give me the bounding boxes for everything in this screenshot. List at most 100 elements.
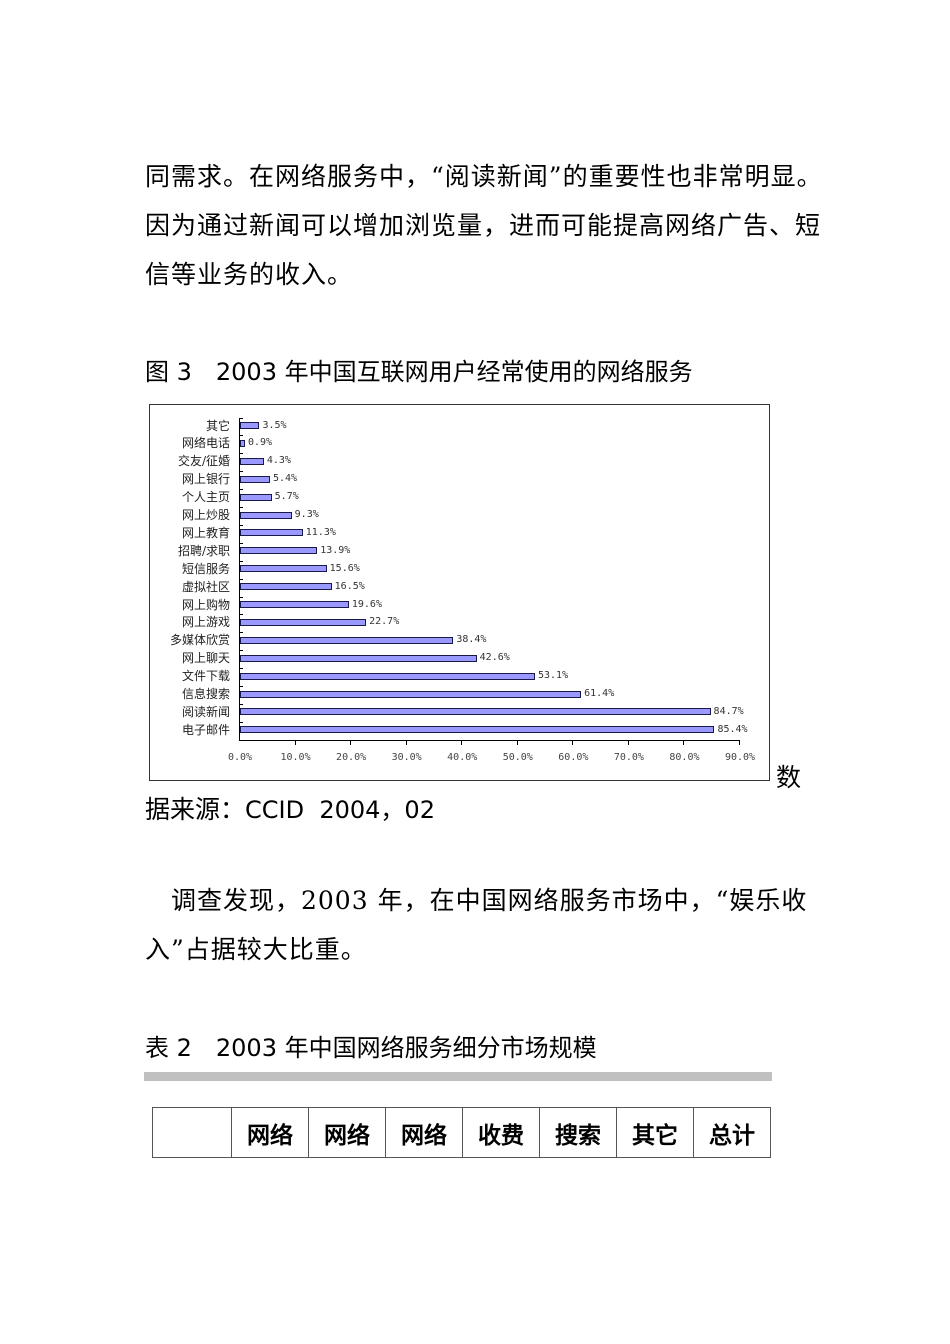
bar-value-label: 85.4% bbox=[717, 723, 748, 735]
body-paragraph-2: 调查发现，2003 年，在中国网络服务市场中，“娱乐收 入”占据较大比重。 bbox=[145, 876, 845, 974]
table-header-cell: 网络 bbox=[231, 1107, 309, 1158]
y-axis-tick bbox=[239, 686, 243, 687]
bar bbox=[240, 618, 367, 626]
category-label: 信息搜索 bbox=[181, 687, 230, 701]
x-axis-tick-label: 50.0% bbox=[502, 752, 533, 763]
x-axis-tick-label: 0.0% bbox=[227, 752, 253, 763]
bar-value-label: 5.7% bbox=[274, 491, 299, 503]
data-source: 据来源：CCID 2004，02 bbox=[145, 792, 435, 828]
category-label: 阅读新闻 bbox=[181, 704, 230, 719]
bar-value-label: 15.6% bbox=[329, 562, 360, 574]
x-axis-tick bbox=[683, 740, 685, 745]
bar-value-label: 11.3% bbox=[305, 526, 336, 538]
category-label: 虚拟社区 bbox=[181, 579, 230, 594]
bar-value-label: 4.3% bbox=[266, 455, 291, 467]
category-label: 网上购物 bbox=[181, 597, 230, 612]
bar-value-label: 84.7% bbox=[713, 705, 744, 717]
market-size-table: 网络 网络 网络 收费 搜索 其它 总计 bbox=[152, 1107, 771, 1158]
y-axis-tick bbox=[239, 668, 243, 670]
bar bbox=[240, 565, 327, 573]
x-axis-tick-label: 30.0% bbox=[391, 752, 422, 763]
bar-value-label: 53.1% bbox=[538, 670, 569, 682]
bar bbox=[240, 601, 349, 608]
category-label: 网络电话 bbox=[181, 436, 230, 451]
category-label: 网上游戏 bbox=[181, 615, 230, 630]
category-label: 网上银行 bbox=[181, 472, 230, 487]
table-header-cell bbox=[152, 1107, 232, 1158]
bar-value-label: 0.9% bbox=[248, 437, 273, 449]
bar-chart-frame bbox=[149, 404, 770, 781]
y-axis-tick bbox=[239, 703, 243, 705]
paragraph-line: 信等业务的收入。 bbox=[145, 260, 354, 289]
x-axis-tick-label: 60.0% bbox=[558, 752, 589, 763]
category-label: 网上聊天 bbox=[181, 651, 230, 666]
table-header-cell: 网络 bbox=[385, 1107, 463, 1158]
bar-value-label: 9.3% bbox=[294, 509, 319, 520]
body-paragraph-1: 同需求。在网络服务中，“阅读新闻”的重要性也非常明显。 因为通过新闻可以增加浏览… bbox=[145, 152, 845, 299]
x-axis-tick bbox=[516, 740, 518, 745]
y-axis bbox=[239, 419, 240, 741]
y-axis-tick bbox=[239, 471, 243, 473]
paragraph-line: 入”占据较大比重。 bbox=[145, 935, 367, 964]
x-axis-tick bbox=[572, 740, 574, 745]
y-axis-tick bbox=[239, 435, 243, 437]
bar bbox=[240, 422, 260, 429]
bar-value-label: 19.6% bbox=[351, 598, 382, 610]
category-label: 多媒体欣赏 bbox=[169, 633, 230, 648]
y-axis-tick bbox=[239, 650, 243, 652]
table-header-cell: 搜索 bbox=[539, 1107, 617, 1158]
bar-value-label: 16.5% bbox=[334, 580, 365, 592]
bar-value-label: 5.4% bbox=[273, 473, 298, 485]
y-axis-tick bbox=[239, 560, 243, 562]
paragraph-line: 调查发现，2003 年，在中国网络服务市场中，“娱乐收 bbox=[145, 886, 808, 915]
y-axis-tick bbox=[239, 453, 243, 455]
bar bbox=[240, 672, 535, 680]
x-axis-tick bbox=[350, 740, 352, 745]
x-axis-tick-label: 70.0% bbox=[613, 752, 644, 763]
x-axis-tick bbox=[627, 740, 629, 745]
category-label: 网上炒股 bbox=[181, 508, 230, 522]
bar bbox=[240, 654, 477, 662]
bar-value-label: 61.4% bbox=[584, 688, 615, 699]
y-axis-tick bbox=[239, 542, 243, 544]
bar-value-label: 38.4% bbox=[456, 634, 487, 646]
category-label: 个人主页 bbox=[181, 490, 230, 505]
figure-caption: 图 3 2003 年中国互联网用户经常使用的网络服务 bbox=[145, 358, 693, 386]
y-axis-tick bbox=[239, 507, 243, 508]
table-header-cell: 总计 bbox=[693, 1107, 771, 1158]
y-axis-tick bbox=[239, 632, 243, 634]
y-axis-tick bbox=[239, 578, 243, 580]
table-header-cell: 网络 bbox=[308, 1107, 386, 1158]
table-top-rule bbox=[144, 1072, 772, 1081]
bar bbox=[240, 547, 318, 555]
category-label: 短信服务 bbox=[181, 561, 230, 576]
paragraph-line: 因为通过新闻可以增加浏览量，进而可能提高网络广告、短 bbox=[145, 211, 822, 240]
y-axis-tick bbox=[239, 614, 243, 616]
source-prefix: 据来源： bbox=[145, 795, 246, 824]
y-axis-tick bbox=[239, 524, 243, 526]
table-header-cell: 其它 bbox=[616, 1107, 694, 1158]
table-header-row: 网络 网络 网络 收费 搜索 其它 总计 bbox=[152, 1107, 771, 1158]
bar bbox=[240, 726, 715, 734]
y-axis-tick bbox=[239, 596, 243, 598]
x-axis-tick-label: 90.0% bbox=[724, 752, 756, 763]
x-axis-tick bbox=[461, 740, 463, 745]
x-axis bbox=[239, 740, 740, 741]
table-caption: 表 2 2003 年中国网络服务细分市场规模 bbox=[145, 1034, 597, 1062]
y-axis-tick bbox=[239, 721, 243, 723]
x-axis-tick bbox=[405, 740, 407, 745]
x-axis-tick-label: 40.0% bbox=[447, 752, 478, 763]
bar bbox=[240, 493, 272, 501]
bar-value-label: 13.9% bbox=[320, 544, 351, 556]
bar-value-label: 3.5% bbox=[262, 419, 287, 431]
source-text: CCID 2004，02 bbox=[245, 796, 435, 824]
bar-value-label: 22.7% bbox=[369, 616, 400, 628]
bar bbox=[240, 475, 270, 483]
bar bbox=[240, 511, 292, 519]
bar bbox=[240, 690, 582, 698]
y-axis-tick bbox=[239, 489, 243, 491]
x-axis-tick-label: 20.0% bbox=[336, 752, 367, 763]
bar bbox=[240, 583, 332, 591]
category-label: 电子邮件 bbox=[181, 722, 230, 737]
x-axis-tick bbox=[739, 740, 740, 745]
